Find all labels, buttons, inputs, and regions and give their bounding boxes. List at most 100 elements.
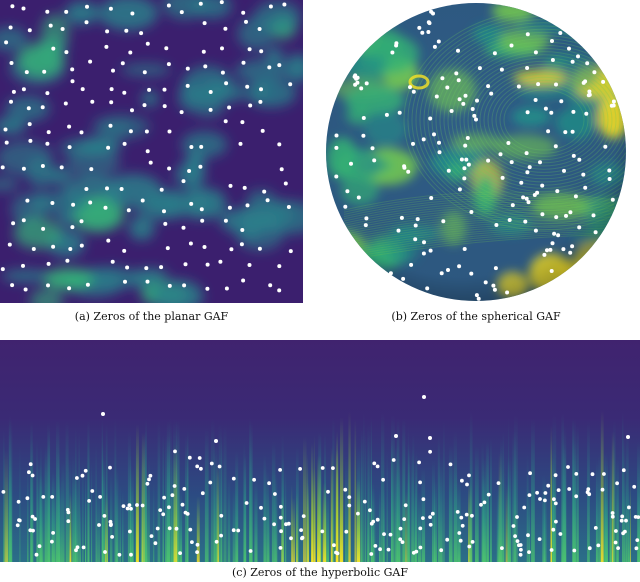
field-streak — [613, 419, 616, 562]
field-streak — [268, 494, 270, 562]
zero-point — [627, 505, 631, 510]
field-streak — [185, 435, 189, 562]
zero-point — [361, 116, 366, 120]
zero-point — [486, 492, 491, 497]
zero-point — [220, 70, 225, 75]
zero-point — [109, 100, 114, 105]
zero-point — [335, 551, 340, 556]
zero-point — [202, 21, 207, 26]
zero-point — [119, 187, 124, 191]
zero-point — [98, 495, 102, 499]
zero-point — [277, 264, 282, 269]
zero-point — [415, 217, 420, 222]
field-streak — [398, 455, 400, 562]
zero-point — [457, 187, 462, 192]
zero-point — [591, 213, 596, 218]
field-blob — [128, 216, 155, 241]
zero-point — [106, 145, 111, 150]
zero-point — [422, 240, 426, 245]
field-streak — [596, 456, 598, 562]
field-streak — [211, 418, 215, 562]
field-streak — [306, 453, 309, 562]
zero-point — [368, 508, 372, 513]
zero-point — [574, 494, 579, 499]
zero-point — [607, 168, 612, 173]
zero-point — [577, 157, 582, 162]
field-streak — [542, 474, 546, 562]
zero-point — [400, 540, 405, 544]
field-streak — [563, 426, 567, 562]
zero-point — [370, 146, 375, 151]
zero-point — [236, 528, 241, 533]
zero-point — [496, 481, 501, 485]
zero-point — [540, 212, 545, 217]
zero-point — [391, 458, 396, 462]
zero-point — [267, 65, 272, 70]
zero-point — [145, 279, 150, 284]
zero-point — [248, 103, 253, 108]
zero-point — [567, 46, 571, 51]
zero-point — [568, 250, 573, 255]
field-blob — [254, 0, 302, 32]
zero-point — [9, 99, 13, 104]
field-streak — [243, 455, 246, 562]
zero-point — [120, 61, 125, 66]
zero-point — [180, 502, 185, 507]
field-blob — [1, 269, 51, 283]
zero-point — [482, 500, 487, 505]
zero-point — [546, 483, 551, 488]
zero-point — [167, 166, 172, 171]
zero-point — [189, 201, 194, 206]
field-streak — [101, 442, 105, 562]
zero-point — [556, 488, 561, 492]
zero-point — [635, 538, 640, 542]
zero-point — [456, 78, 461, 83]
field-streak — [216, 464, 219, 562]
zero-point — [418, 480, 422, 485]
field-streak — [19, 444, 21, 562]
zero-point — [469, 271, 474, 276]
zero-point — [448, 462, 453, 467]
field-streak — [381, 411, 385, 562]
zero-point — [10, 283, 15, 288]
zero-point — [122, 141, 127, 146]
zero-point — [437, 150, 442, 155]
zero-point — [90, 99, 95, 104]
zero-point — [245, 84, 250, 89]
field-streak — [616, 458, 619, 562]
zero-point — [525, 170, 530, 175]
zero-point — [227, 205, 232, 210]
zero-point — [634, 546, 639, 551]
field-streak — [396, 418, 400, 562]
zero-point — [543, 498, 547, 503]
field-streak — [411, 449, 414, 562]
zero-point — [467, 473, 471, 478]
zero-point — [439, 548, 444, 553]
field-streak — [386, 450, 388, 562]
field-streak — [281, 432, 284, 562]
zero-point — [464, 157, 469, 162]
field-streak — [196, 496, 200, 562]
field-blob — [181, 131, 228, 158]
field-streak — [443, 420, 445, 562]
zero-point — [11, 89, 16, 94]
field-streak — [249, 418, 251, 562]
zero-point — [593, 526, 598, 530]
zero-point — [445, 85, 450, 90]
zero-point — [195, 542, 200, 547]
field-streak — [505, 484, 510, 562]
zero-point — [241, 10, 246, 15]
zero-point — [165, 246, 170, 251]
zero-point — [375, 517, 380, 522]
field-streak — [167, 436, 171, 562]
zero-point — [164, 46, 169, 51]
zero-point — [320, 529, 325, 534]
zero-point — [188, 241, 193, 246]
zero-point — [50, 495, 55, 499]
zero-point — [363, 223, 368, 228]
zero-point — [37, 544, 42, 549]
zero-point — [284, 522, 288, 527]
zero-point — [122, 248, 127, 253]
zero-point — [524, 196, 529, 201]
zero-point — [445, 537, 450, 542]
